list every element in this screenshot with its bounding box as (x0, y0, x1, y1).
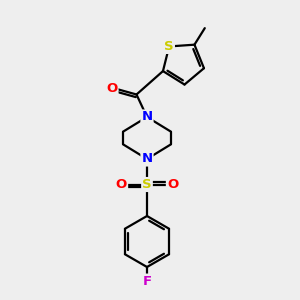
Text: S: S (142, 178, 152, 191)
Text: S: S (164, 40, 174, 53)
Text: F: F (142, 274, 152, 288)
Text: O: O (106, 82, 118, 95)
Text: O: O (116, 178, 127, 191)
Text: N: N (141, 110, 153, 124)
Text: O: O (167, 178, 178, 191)
Text: N: N (141, 152, 153, 166)
